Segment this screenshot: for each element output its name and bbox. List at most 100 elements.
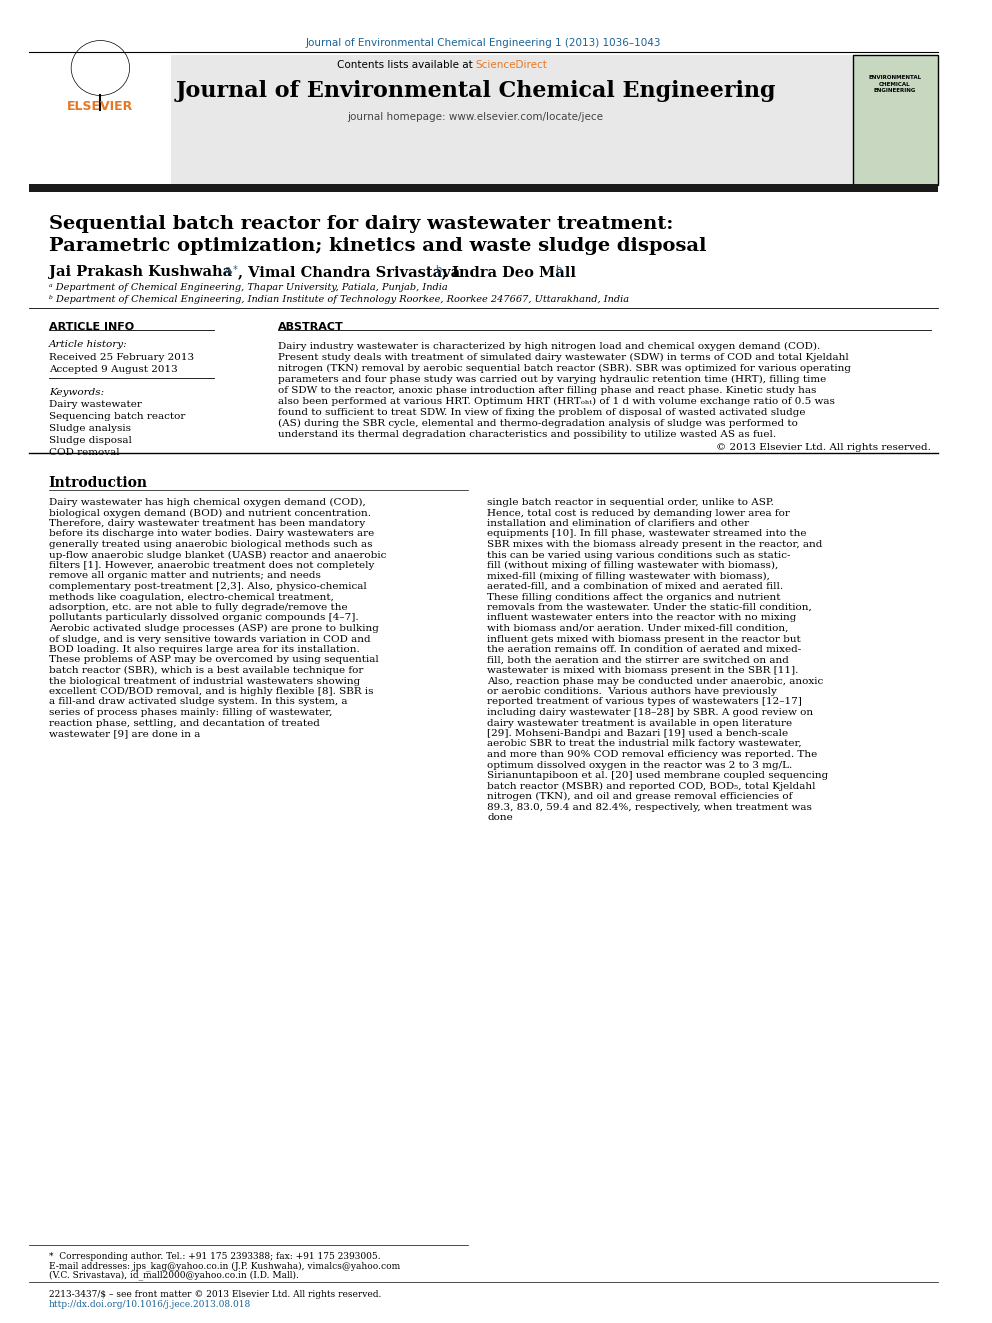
Text: aerobic SBR to treat the industrial milk factory wastewater,: aerobic SBR to treat the industrial milk…	[487, 740, 802, 749]
Text: Dairy wastewater: Dairy wastewater	[49, 400, 142, 409]
Text: methods like coagulation, electro-chemical treatment,: methods like coagulation, electro-chemic…	[49, 593, 333, 602]
Text: up-flow anaerobic sludge blanket (UASB) reactor and anaerobic: up-flow anaerobic sludge blanket (UASB) …	[49, 550, 386, 560]
Text: Sequencing batch reactor: Sequencing batch reactor	[49, 411, 186, 421]
Text: including dairy wastewater [18–28] by SBR. A good review on: including dairy wastewater [18–28] by SB…	[487, 708, 813, 717]
Text: wastewater is mixed with biomass present in the SBR [11].: wastewater is mixed with biomass present…	[487, 665, 799, 675]
Text: influent wastewater enters into the reactor with no mixing: influent wastewater enters into the reac…	[487, 614, 797, 623]
Text: optimum dissolved oxygen in the reactor was 2 to 3 mg/L.: optimum dissolved oxygen in the reactor …	[487, 761, 793, 770]
Text: Received 25 February 2013: Received 25 February 2013	[49, 353, 193, 363]
Text: before its discharge into water bodies. Dairy wastewaters are: before its discharge into water bodies. …	[49, 529, 374, 538]
Text: ᵇ Department of Chemical Engineering, Indian Institute of Technology Roorkee, Ro: ᵇ Department of Chemical Engineering, In…	[49, 295, 629, 304]
Text: pollutants particularly dissolved organic compounds [4–7].: pollutants particularly dissolved organi…	[49, 614, 358, 623]
Text: complementary post-treatment [2,3]. Also, physico-chemical: complementary post-treatment [2,3]. Also…	[49, 582, 366, 591]
Text: ScienceDirect: ScienceDirect	[476, 60, 548, 70]
Text: understand its thermal degradation characteristics and possibility to utilize wa: understand its thermal degradation chara…	[278, 430, 776, 439]
Text: Keywords:: Keywords:	[49, 388, 104, 397]
Text: COD removal: COD removal	[49, 448, 119, 456]
Text: BOD loading. It also requires large area for its installation.: BOD loading. It also requires large area…	[49, 646, 359, 654]
Text: a fill-and draw activated sludge system. In this system, a: a fill-and draw activated sludge system.…	[49, 697, 347, 706]
Text: dairy wastewater treatment is available in open literature: dairy wastewater treatment is available …	[487, 718, 793, 728]
Text: parameters and four phase study was carried out by varying hydraulic retention t: parameters and four phase study was carr…	[278, 374, 826, 384]
Text: ᵃ Department of Chemical Engineering, Thapar University, Patiala, Punjab, India: ᵃ Department of Chemical Engineering, Th…	[49, 283, 447, 292]
Text: remove all organic matter and nutrients; and needs: remove all organic matter and nutrients;…	[49, 572, 320, 581]
Text: a,*: a,*	[224, 265, 238, 275]
Text: wastewater [9] are done in a: wastewater [9] are done in a	[49, 729, 200, 738]
Text: Dairy wastewater has high chemical oxygen demand (COD),: Dairy wastewater has high chemical oxyge…	[49, 497, 365, 507]
Text: ENVIRONMENTAL
CHEMICAL
ENGINEERING: ENVIRONMENTAL CHEMICAL ENGINEERING	[868, 75, 922, 93]
Text: nitrogen (TKN) removal by aerobic sequential batch reactor (SBR). SBR was optimi: nitrogen (TKN) removal by aerobic sequen…	[278, 364, 851, 373]
Text: Jai Prakash Kushwaha: Jai Prakash Kushwaha	[49, 265, 237, 279]
Text: journal homepage: www.elsevier.com/locate/jece: journal homepage: www.elsevier.com/locat…	[347, 112, 604, 122]
Text: Also, reaction phase may be conducted under anaerobic, anoxic: Also, reaction phase may be conducted un…	[487, 676, 823, 685]
Text: 2213-3437/$ – see front matter © 2013 Elsevier Ltd. All rights reserved.: 2213-3437/$ – see front matter © 2013 El…	[49, 1290, 381, 1299]
Text: with biomass and/or aeration. Under mixed-fill condition,: with biomass and/or aeration. Under mixe…	[487, 624, 789, 632]
Text: Article history:: Article history:	[49, 340, 127, 349]
Text: Hence, total cost is reduced by demanding lower area for: Hence, total cost is reduced by demandin…	[487, 508, 791, 517]
Text: ARTICLE INFO: ARTICLE INFO	[49, 321, 134, 332]
Text: done: done	[487, 814, 513, 822]
Text: Journal of Environmental Chemical Engineering 1 (2013) 1036–1043: Journal of Environmental Chemical Engine…	[306, 38, 662, 48]
Text: © 2013 Elsevier Ltd. All rights reserved.: © 2013 Elsevier Ltd. All rights reserved…	[716, 443, 930, 452]
Text: mixed-fill (mixing of filling wastewater with biomass),: mixed-fill (mixing of filling wastewater…	[487, 572, 770, 581]
Text: Introduction: Introduction	[49, 476, 148, 490]
Text: found to sufficient to treat SDW. In view of fixing the problem of disposal of w: found to sufficient to treat SDW. In vie…	[278, 407, 806, 417]
Text: ABSTRACT: ABSTRACT	[278, 321, 343, 332]
Text: batch reactor (SBR), which is a best available technique for: batch reactor (SBR), which is a best ava…	[49, 665, 363, 675]
Text: , Indra Deo Mall: , Indra Deo Mall	[441, 265, 580, 279]
Text: Contents lists available at: Contents lists available at	[336, 60, 476, 70]
Bar	[29, 56, 171, 185]
Text: adsorption, etc. are not able to fully degrade/remove the: adsorption, etc. are not able to fully d…	[49, 603, 347, 613]
Text: reaction phase, settling, and decantation of treated: reaction phase, settling, and decantatio…	[49, 718, 319, 728]
Text: E-mail addresses: jps_kag@yahoo.co.in (J.P. Kushwaha), vimalcs@yahoo.com: E-mail addresses: jps_kag@yahoo.co.in (J…	[49, 1261, 400, 1271]
Bar	[29, 56, 853, 185]
Text: ELSEVIER: ELSEVIER	[67, 101, 134, 112]
Text: installation and elimination of clarifiers and other: installation and elimination of clarifie…	[487, 519, 750, 528]
Text: *  Corresponding author. Tel.: +91 175 2393388; fax: +91 175 2393005.: * Corresponding author. Tel.: +91 175 23…	[49, 1252, 380, 1261]
Text: also been performed at various HRT. Optimum HRT (HRTₒₕₜ) of 1 d with volume exch: also been performed at various HRT. Opti…	[278, 397, 834, 406]
Text: the biological treatment of industrial wastewaters showing: the biological treatment of industrial w…	[49, 676, 360, 685]
Text: reported treatment of various types of wastewaters [12–17]: reported treatment of various types of w…	[487, 697, 803, 706]
Text: of SDW to the reactor, anoxic phase introduction after filling phase and react p: of SDW to the reactor, anoxic phase intr…	[278, 386, 816, 396]
Text: series of process phases mainly: filling of wastewater,: series of process phases mainly: filling…	[49, 708, 332, 717]
Text: Dairy industry wastewater is characterized by high nitrogen load and chemical ox: Dairy industry wastewater is characteriz…	[278, 343, 820, 351]
Text: biological oxygen demand (BOD) and nutrient concentration.: biological oxygen demand (BOD) and nutri…	[49, 508, 371, 517]
Text: or aerobic conditions.  Various authors have previously: or aerobic conditions. Various authors h…	[487, 687, 778, 696]
Text: aerated-fill, and a combination of mixed and aerated fill.: aerated-fill, and a combination of mixed…	[487, 582, 784, 591]
Text: batch reactor (MSBR) and reported COD, BOD₅, total Kjeldahl: batch reactor (MSBR) and reported COD, B…	[487, 782, 815, 791]
Text: influent gets mixed with biomass present in the reactor but: influent gets mixed with biomass present…	[487, 635, 802, 643]
Text: of sludge, and is very sensitive towards variation in COD and: of sludge, and is very sensitive towards…	[49, 635, 370, 643]
Text: removals from the wastewater. Under the static-fill condition,: removals from the wastewater. Under the …	[487, 603, 812, 613]
Text: 89.3, 83.0, 59.4 and 82.4%, respectively, when treatment was: 89.3, 83.0, 59.4 and 82.4%, respectively…	[487, 803, 812, 811]
Text: These filling conditions affect the organics and nutrient: These filling conditions affect the orga…	[487, 593, 781, 602]
Text: These problems of ASP may be overcomed by using sequential: These problems of ASP may be overcomed b…	[49, 655, 379, 664]
Text: http://dx.doi.org/10.1016/j.jece.2013.08.018: http://dx.doi.org/10.1016/j.jece.2013.08…	[49, 1301, 251, 1308]
Text: Sludge analysis: Sludge analysis	[49, 423, 131, 433]
Text: fill (without mixing of filling wastewater with biomass),: fill (without mixing of filling wastewat…	[487, 561, 779, 570]
Text: (V.C. Srivastava), id_mall2000@yahoo.co.in (I.D. Mall).: (V.C. Srivastava), id_mall2000@yahoo.co.…	[49, 1270, 299, 1279]
Text: nitrogen (TKN), and oil and grease removal efficiencies of: nitrogen (TKN), and oil and grease remov…	[487, 792, 793, 802]
Text: fill, both the aeration and the stirrer are switched on and: fill, both the aeration and the stirrer …	[487, 655, 790, 664]
Text: SBR mixes with the biomass already present in the reactor, and: SBR mixes with the biomass already prese…	[487, 540, 822, 549]
Text: the aeration remains off. In condition of aerated and mixed-: the aeration remains off. In condition o…	[487, 646, 802, 654]
Text: Present study deals with treatment of simulated dairy wastewater (SDW) in terms : Present study deals with treatment of si…	[278, 353, 848, 363]
Text: Sludge disposal: Sludge disposal	[49, 437, 132, 445]
Text: and more than 90% COD removal efficiency was reported. The: and more than 90% COD removal efficiency…	[487, 750, 817, 759]
Text: Therefore, dairy wastewater treatment has been mandatory: Therefore, dairy wastewater treatment ha…	[49, 519, 365, 528]
Text: Sirianuntapiboon et al. [20] used membrane coupled sequencing: Sirianuntapiboon et al. [20] used membra…	[487, 771, 828, 781]
Text: [29]. Mohseni-Bandpi and Bazari [19] used a bench-scale: [29]. Mohseni-Bandpi and Bazari [19] use…	[487, 729, 789, 738]
Text: b: b	[556, 265, 561, 275]
Text: filters [1]. However, anaerobic treatment does not completely: filters [1]. However, anaerobic treatmen…	[49, 561, 374, 570]
Text: generally treated using anaerobic biological methods such as: generally treated using anaerobic biolog…	[49, 540, 372, 549]
Bar	[853, 56, 937, 185]
Text: excellent COD/BOD removal, and is highly flexible [8]. SBR is: excellent COD/BOD removal, and is highly…	[49, 687, 373, 696]
Bar	[29, 184, 937, 192]
Text: Accepted 9 August 2013: Accepted 9 August 2013	[49, 365, 178, 374]
Text: (AS) during the SBR cycle, elemental and thermo-degradation analysis of sludge w: (AS) during the SBR cycle, elemental and…	[278, 419, 798, 429]
Text: Parametric optimization; kinetics and waste sludge disposal: Parametric optimization; kinetics and wa…	[49, 237, 706, 255]
Text: single batch reactor in sequential order, unlike to ASP.: single batch reactor in sequential order…	[487, 497, 774, 507]
Text: b: b	[434, 265, 441, 275]
Text: this can be varied using various conditions such as static-: this can be varied using various conditi…	[487, 550, 791, 560]
Text: Sequential batch reactor for dairy wastewater treatment:: Sequential batch reactor for dairy waste…	[49, 216, 674, 233]
Text: , Vimal Chandra Srivastava: , Vimal Chandra Srivastava	[238, 265, 465, 279]
Text: Aerobic activated sludge processes (ASP) are prone to bulking: Aerobic activated sludge processes (ASP)…	[49, 624, 379, 634]
